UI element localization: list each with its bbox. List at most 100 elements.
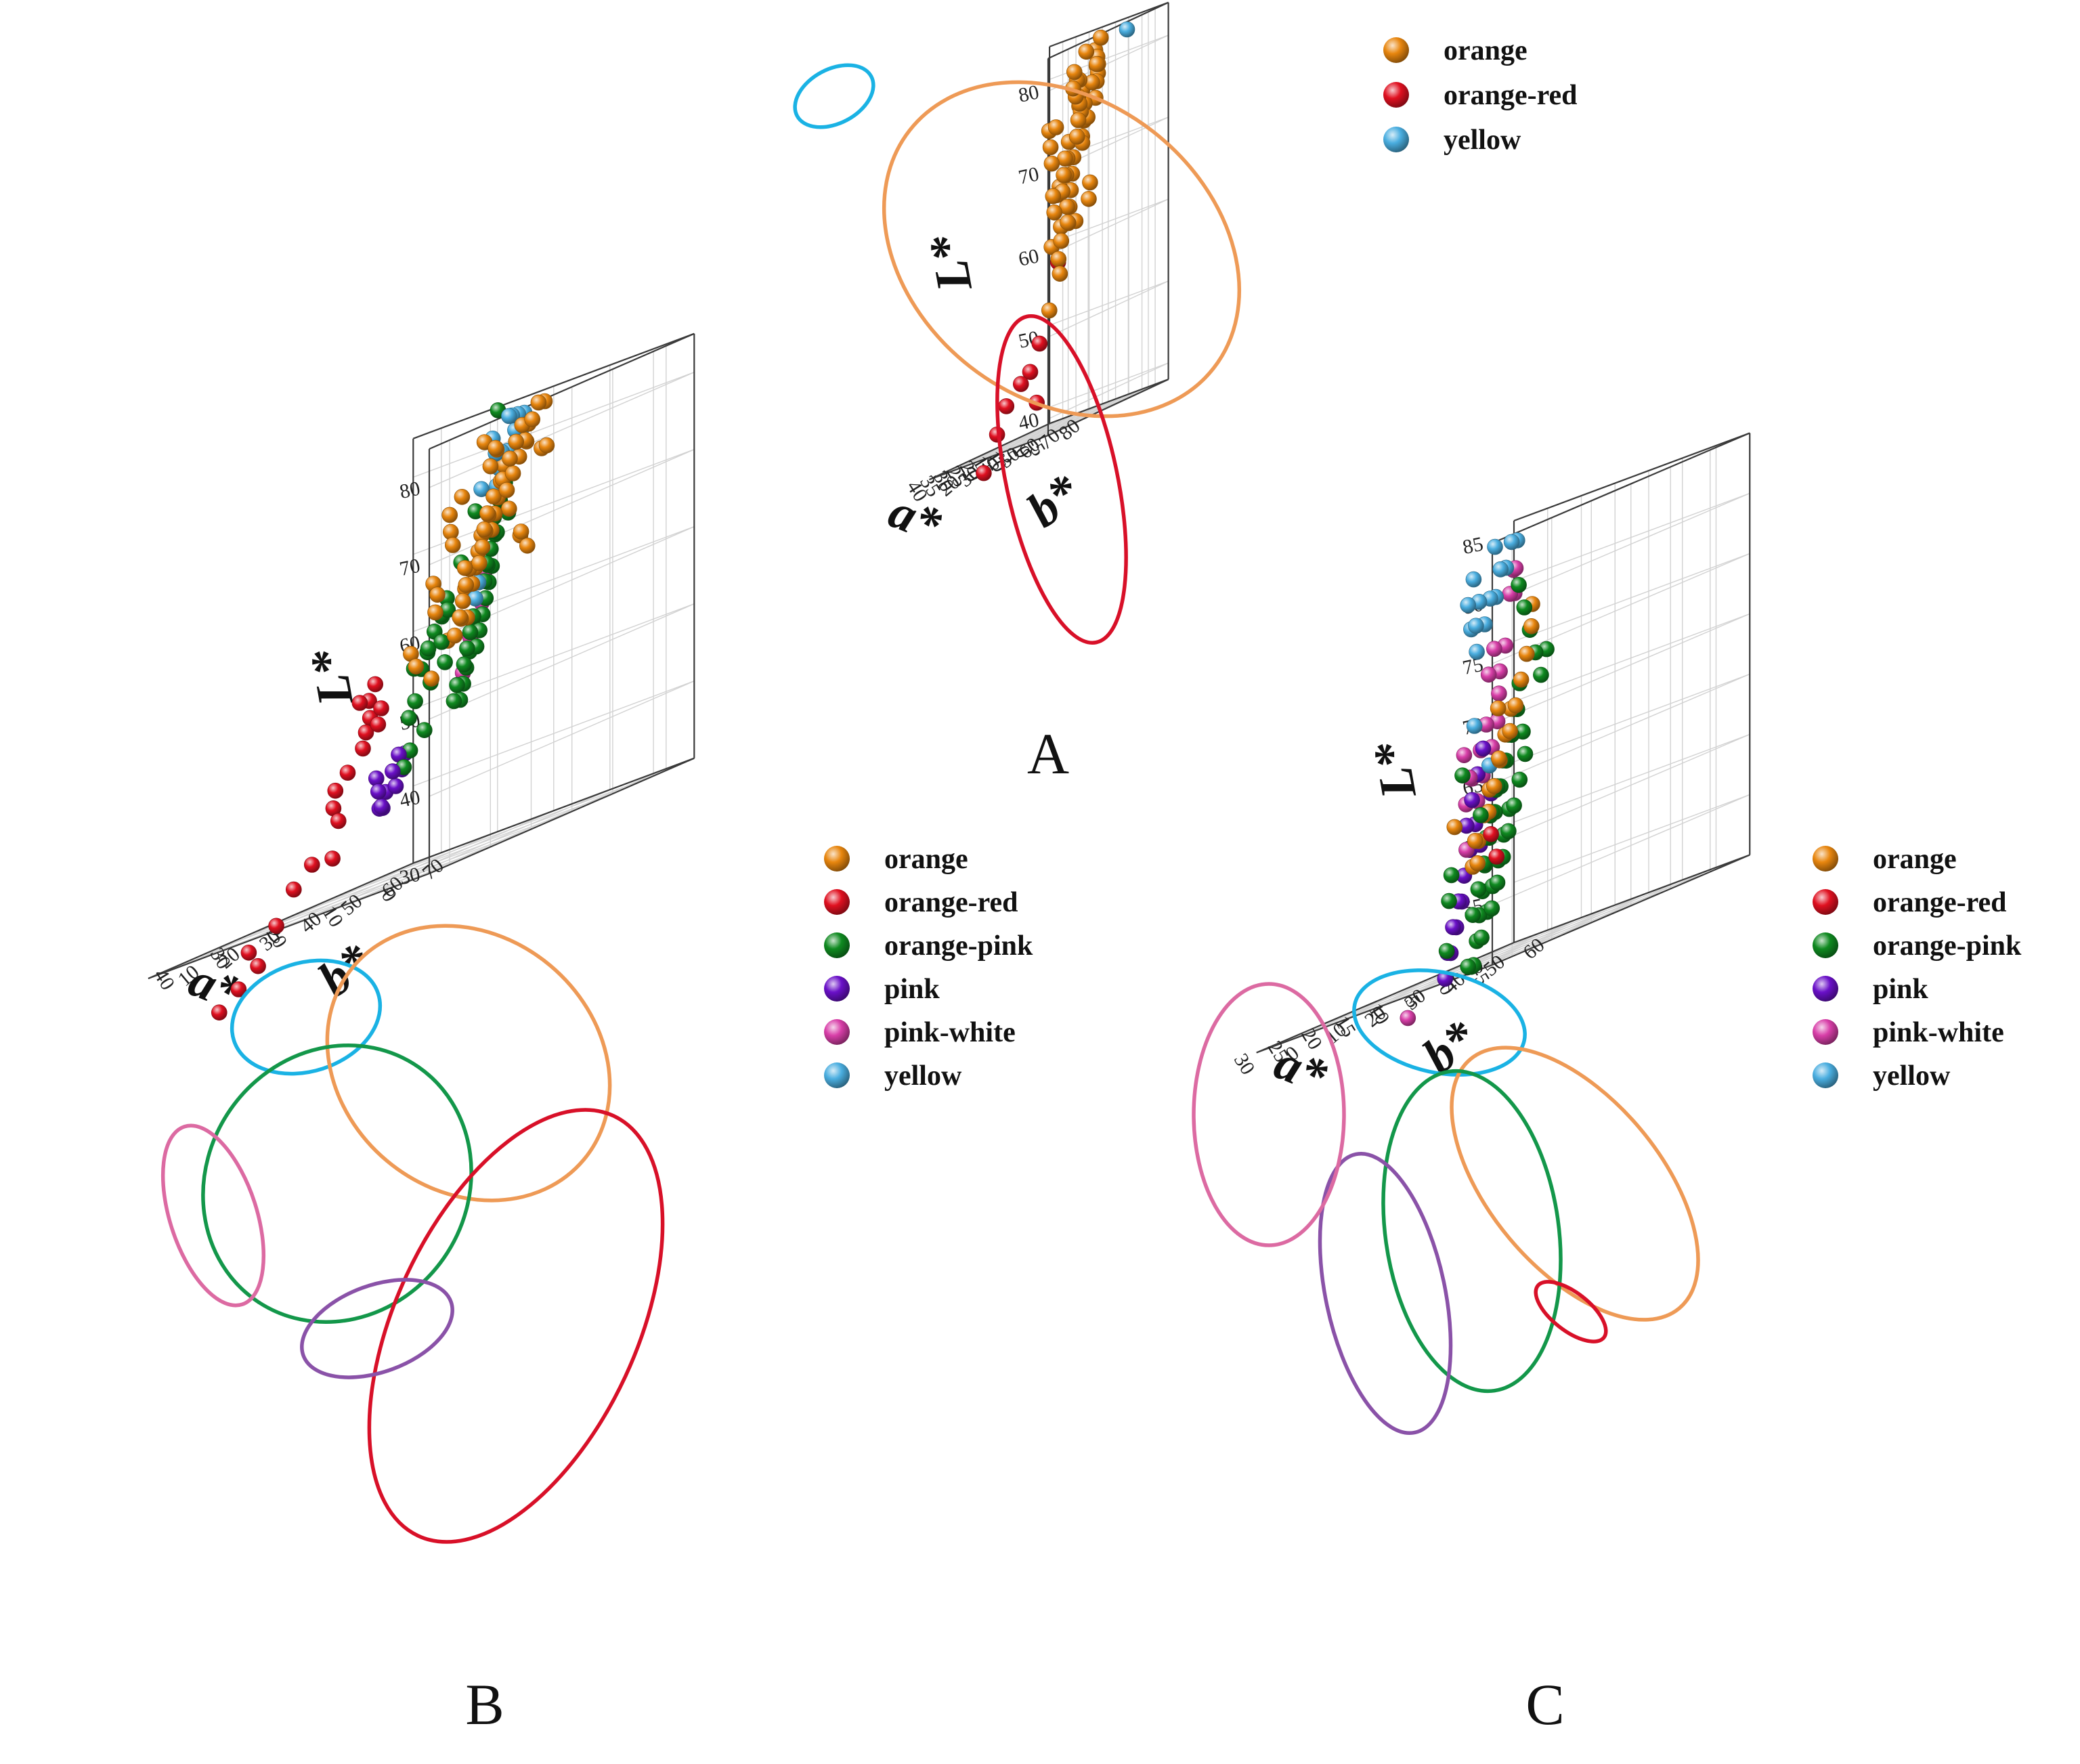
data-points (976, 21, 1135, 481)
grid-line (331, 793, 613, 899)
data-point-orange (1066, 64, 1083, 81)
box-edge (1047, 379, 1169, 436)
data-point-orange (1043, 155, 1060, 172)
cluster-ellipse-yellow (230, 958, 383, 1076)
legend-marker-pink-white (824, 1019, 850, 1045)
data-point-orange (482, 458, 499, 475)
legend-marker-orange-pink (1813, 932, 1838, 958)
grid-line (168, 864, 450, 970)
grid-line (1492, 794, 1750, 905)
legend-marker-orange-pink (824, 932, 850, 958)
legend-label-orange-red: orange-red (1444, 80, 1578, 111)
data-point-orange (408, 658, 425, 675)
cluster-ellipse-pink-white (1192, 982, 1346, 1247)
data-point-orange (1507, 697, 1524, 714)
cluster-ellipse-pink (1318, 1152, 1453, 1435)
cluster-ellipse-yellow (793, 63, 875, 129)
data-point-orange (1070, 112, 1087, 129)
panel-a-chart: -505101520253035402030405060708040506070… (793, 1, 1578, 645)
data-point-orange-pink (407, 693, 423, 710)
cluster-ellipse-orange (325, 924, 612, 1203)
data-point-orange (1491, 750, 1507, 767)
data-point-pink-white (1400, 1010, 1416, 1027)
box-edge (1513, 854, 1750, 944)
data-point-orange-red (211, 1004, 228, 1020)
data-point-orange-red (370, 716, 387, 733)
grid-line (1047, 280, 1169, 338)
box-edge (1492, 854, 1750, 966)
data-point-orange (524, 411, 541, 428)
data-point-orange (513, 523, 529, 540)
data-point-orange (538, 437, 555, 454)
cluster-ellipses (1192, 968, 1700, 1435)
data-point-pink (1464, 792, 1480, 809)
data-point-orange (1093, 29, 1109, 46)
data-point-orange (454, 488, 471, 505)
grid-line (1492, 673, 1750, 785)
legend-marker-orange (1383, 37, 1409, 63)
data-point-orange-red (998, 398, 1015, 414)
data-point-orange (1490, 700, 1507, 716)
l-axis-tick-label: 80 (1016, 81, 1041, 107)
panel-label-b: B (465, 1672, 504, 1737)
cluster-ellipses (160, 924, 665, 1544)
data-point-orange (1046, 204, 1062, 221)
data-point-orange-pink (401, 710, 417, 726)
data-point-yellow (1492, 561, 1509, 578)
data-point-orange (429, 586, 446, 603)
data-point-pink (1475, 740, 1492, 757)
l-axis-tick-label: 30 (397, 863, 422, 890)
l-axis-tick-label: 70 (397, 555, 422, 581)
l-axis-tick-label: 40 (1016, 408, 1041, 435)
legend-label-orange-red: orange-red (1873, 887, 2007, 918)
data-point-orange (1089, 56, 1105, 72)
box-edge (1047, 1, 1169, 60)
grid-line (1047, 362, 1169, 420)
data-point-orange-red (355, 740, 371, 757)
data-point-orange-pink (456, 656, 473, 673)
cluster-ellipse-orange-pink (201, 1043, 473, 1325)
data-point-orange (444, 537, 461, 553)
grid-line (1513, 794, 1750, 883)
legend-label-pink: pink (1873, 974, 1928, 1005)
l-axis-tick-label: 60 (1016, 244, 1041, 271)
data-points (211, 393, 555, 1020)
box-edge (429, 757, 695, 875)
data-point-yellow (1460, 597, 1476, 614)
data-point-orange-pink (1454, 767, 1471, 783)
data-point-yellow (1465, 571, 1482, 588)
grid-line (1395, 905, 1631, 994)
grid-line (1513, 613, 1750, 702)
cluster-ellipse-orange-red (995, 314, 1128, 645)
data-point-orange-pink (459, 640, 475, 657)
legend-label-pink: pink (884, 974, 940, 1005)
legend: orange orange-red orange-pink pink pink-whit… (824, 844, 1033, 1092)
data-point-orange-pink (433, 634, 450, 650)
grid-line (1049, 362, 1169, 408)
data-point-orange (1523, 618, 1540, 634)
l-axis-tick-label: 80 (397, 477, 422, 504)
data-point-pink (1445, 919, 1461, 935)
data-point-yellow (473, 481, 490, 498)
data-point-orange (1050, 251, 1067, 267)
data-point-orange (504, 465, 521, 481)
data-point-orange (1078, 43, 1095, 60)
l-axis-tick-label: 70 (1016, 163, 1041, 189)
data-point-orange (1519, 645, 1535, 662)
panel-label-a: A (1027, 721, 1069, 786)
data-point-orange-red (1483, 826, 1499, 842)
legend-marker-orange-red (1383, 82, 1409, 108)
cluster-ellipse-orange-pink (1381, 1069, 1563, 1394)
data-point-yellow (1487, 538, 1503, 555)
grid-line (413, 681, 695, 787)
data-point-orange (1056, 167, 1072, 184)
data-point-orange-pink (1517, 746, 1534, 762)
legend-label-yellow: yellow (884, 1060, 962, 1092)
data-point-orange (441, 507, 458, 523)
data-point-orange (1045, 188, 1062, 205)
data-point-orange-red (367, 676, 384, 693)
data-point-orange (479, 505, 496, 521)
box-edge (1513, 432, 1750, 522)
data-point-yellow (1468, 618, 1484, 634)
data-point-orange-pink (1506, 797, 1522, 814)
